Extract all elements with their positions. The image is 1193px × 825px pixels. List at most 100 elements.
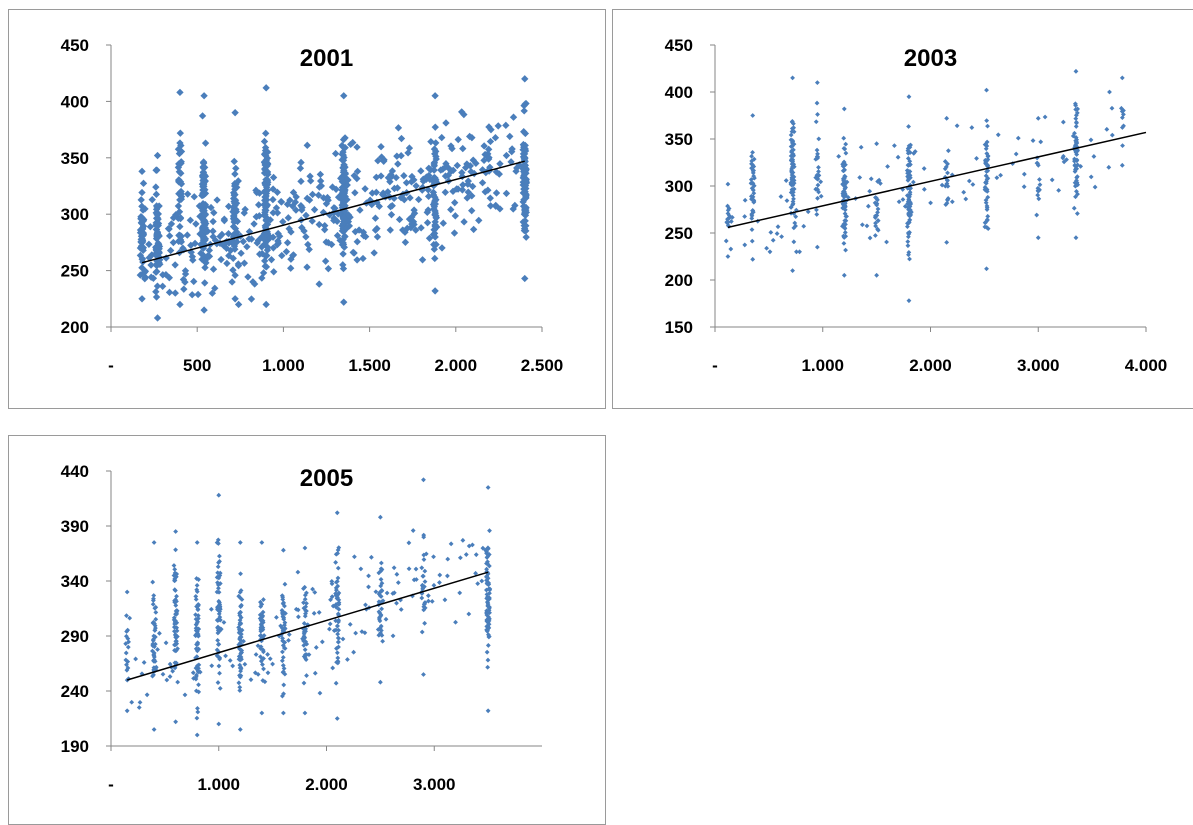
- data-point: [144, 692, 150, 698]
- data-point: [378, 560, 384, 566]
- data-point: [728, 246, 734, 252]
- data-point: [171, 261, 179, 269]
- data-point: [199, 158, 208, 166]
- chart-title: 2003: [904, 45, 957, 72]
- y-tick-label: 450: [61, 36, 89, 55]
- data-point: [1071, 205, 1077, 211]
- data-point: [345, 657, 350, 662]
- data-point: [1013, 151, 1019, 157]
- data-point: [486, 202, 495, 210]
- data-point: [133, 656, 139, 662]
- data-point: [269, 209, 277, 217]
- data-point: [868, 176, 874, 182]
- data-point: [155, 647, 160, 652]
- data-point: [281, 666, 287, 671]
- data-point: [335, 583, 341, 589]
- data-point: [335, 660, 341, 666]
- data-point: [814, 80, 820, 86]
- data-point: [259, 269, 268, 277]
- data-point: [336, 627, 341, 633]
- data-point: [179, 275, 188, 284]
- data-point: [274, 614, 279, 620]
- trendline: [141, 160, 525, 264]
- data-point: [310, 586, 316, 592]
- data-point: [814, 147, 820, 153]
- data-point: [984, 266, 989, 272]
- data-point: [296, 164, 305, 172]
- data-point: [984, 87, 989, 93]
- chart-panel-2005: 190 240 290 340 390 440 - 1.000 2.000 3.000 2005: [8, 435, 606, 825]
- data-point: [253, 188, 261, 197]
- data-point: [182, 692, 188, 698]
- data-point: [247, 295, 256, 303]
- data-point: [1015, 135, 1021, 141]
- data-point: [124, 667, 130, 673]
- data-point: [873, 223, 879, 229]
- data-point: [506, 132, 514, 141]
- data-point: [842, 230, 848, 235]
- data-point: [379, 588, 385, 593]
- data-point: [366, 584, 371, 590]
- data-point: [216, 617, 222, 623]
- data-point: [282, 581, 288, 587]
- data-point: [479, 578, 485, 584]
- y-tick-label: 450: [665, 36, 693, 55]
- data-point: [843, 247, 848, 253]
- data-point: [377, 143, 385, 151]
- data-point: [905, 239, 911, 245]
- data-point: [152, 288, 160, 296]
- data-point: [906, 124, 911, 129]
- data-point: [521, 129, 530, 138]
- data-point: [125, 627, 131, 633]
- data-point: [315, 280, 323, 288]
- data-point: [150, 579, 156, 585]
- data-point: [148, 195, 156, 204]
- data-point: [138, 255, 146, 263]
- data-point: [394, 571, 400, 577]
- data-point: [320, 225, 329, 234]
- data-point: [331, 628, 337, 633]
- data-point: [216, 575, 222, 581]
- data-point: [261, 199, 270, 207]
- data-point: [223, 259, 231, 268]
- data-point: [336, 635, 342, 641]
- data-point: [928, 200, 933, 206]
- data-point: [475, 216, 483, 225]
- data-point: [167, 220, 176, 228]
- data-point: [472, 159, 480, 168]
- data-point: [315, 220, 323, 229]
- data-point: [387, 210, 396, 219]
- data-point: [341, 144, 349, 152]
- data-point: [478, 179, 487, 187]
- x-tick-label: 2.000: [435, 356, 478, 375]
- data-point: [431, 287, 439, 295]
- data-point: [429, 200, 438, 209]
- data-point: [327, 626, 332, 632]
- data-point: [393, 152, 401, 160]
- data-point: [395, 215, 404, 224]
- data-point: [388, 202, 396, 210]
- data-point: [421, 672, 426, 677]
- data-point: [239, 627, 245, 633]
- data-point: [509, 205, 517, 213]
- data-point: [194, 732, 200, 738]
- data-point: [287, 264, 295, 272]
- data-point: [153, 222, 161, 230]
- data-point: [1061, 159, 1067, 165]
- data-point: [341, 134, 349, 142]
- data-point: [303, 639, 309, 645]
- data-point: [267, 256, 276, 264]
- data-point: [1049, 177, 1055, 183]
- data-point: [905, 243, 911, 249]
- data-point: [412, 182, 420, 190]
- data-point: [238, 588, 244, 593]
- data-point: [186, 216, 195, 224]
- data-point: [336, 606, 342, 612]
- data-point: [340, 92, 348, 100]
- data-point: [366, 573, 371, 579]
- data-point: [281, 682, 287, 688]
- data-point: [723, 238, 729, 244]
- data-point: [419, 565, 425, 571]
- data-point: [974, 156, 979, 161]
- data-point: [451, 212, 460, 220]
